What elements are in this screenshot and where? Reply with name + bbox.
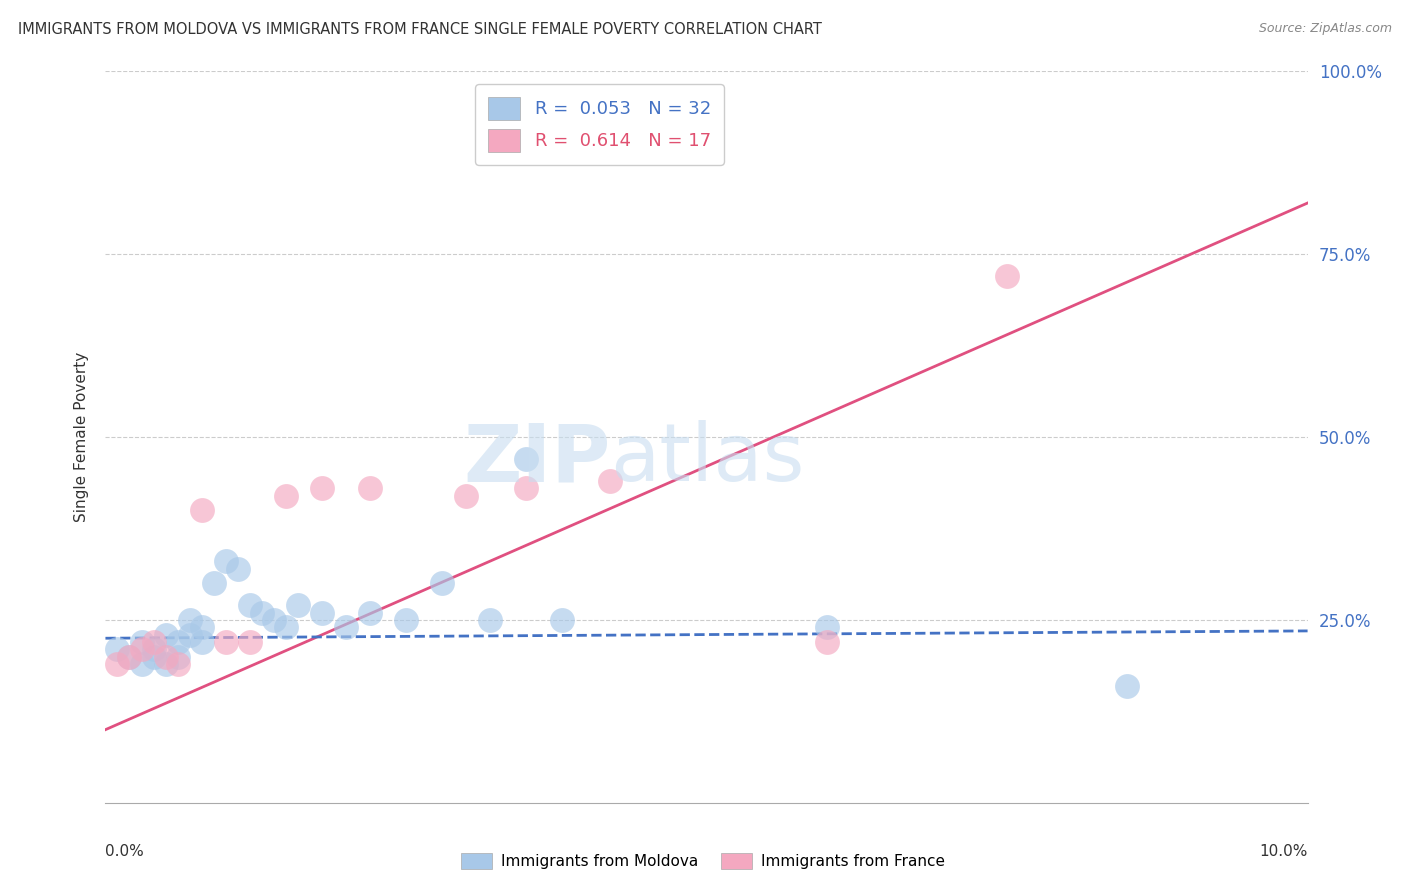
Point bbox=[166, 635, 188, 649]
Point bbox=[202, 576, 225, 591]
Point bbox=[190, 635, 212, 649]
Legend: R =  0.053   N = 32, R =  0.614   N = 17: R = 0.053 N = 32, R = 0.614 N = 17 bbox=[475, 84, 724, 165]
Text: ZIP: ZIP bbox=[463, 420, 610, 498]
Point bbox=[395, 613, 418, 627]
Legend: Immigrants from Moldova, Immigrants from France: Immigrants from Moldova, Immigrants from… bbox=[456, 847, 950, 875]
Point bbox=[430, 576, 453, 591]
Point bbox=[118, 649, 141, 664]
Point bbox=[226, 562, 249, 576]
Point bbox=[1116, 679, 1139, 693]
Point bbox=[166, 657, 188, 671]
Point bbox=[359, 606, 381, 620]
Point bbox=[599, 474, 621, 488]
Point bbox=[179, 627, 201, 641]
Point bbox=[515, 452, 537, 467]
Point bbox=[274, 489, 297, 503]
Point bbox=[155, 627, 177, 641]
Point bbox=[190, 620, 212, 634]
Point bbox=[359, 481, 381, 495]
Point bbox=[515, 481, 537, 495]
Point bbox=[107, 657, 129, 671]
Point bbox=[131, 657, 153, 671]
Text: atlas: atlas bbox=[610, 420, 804, 498]
Point bbox=[239, 599, 262, 613]
Point bbox=[155, 649, 177, 664]
Point bbox=[815, 620, 838, 634]
Point bbox=[250, 606, 273, 620]
Point bbox=[142, 642, 165, 657]
Point bbox=[166, 649, 188, 664]
Point bbox=[118, 649, 141, 664]
Point bbox=[142, 635, 165, 649]
Point bbox=[214, 554, 236, 568]
Point bbox=[179, 613, 201, 627]
Point bbox=[311, 481, 333, 495]
Point bbox=[239, 635, 262, 649]
Text: 0.0%: 0.0% bbox=[105, 845, 145, 859]
Point bbox=[263, 613, 285, 627]
Point bbox=[107, 642, 129, 657]
Text: IMMIGRANTS FROM MOLDOVA VS IMMIGRANTS FROM FRANCE SINGLE FEMALE POVERTY CORRELAT: IMMIGRANTS FROM MOLDOVA VS IMMIGRANTS FR… bbox=[18, 22, 823, 37]
Text: 10.0%: 10.0% bbox=[1260, 845, 1308, 859]
Point bbox=[551, 613, 574, 627]
Point bbox=[995, 269, 1018, 284]
Point bbox=[274, 620, 297, 634]
Y-axis label: Single Female Poverty: Single Female Poverty bbox=[75, 352, 90, 522]
Point bbox=[214, 635, 236, 649]
Point bbox=[142, 649, 165, 664]
Point bbox=[454, 489, 477, 503]
Point bbox=[131, 642, 153, 657]
Point bbox=[155, 657, 177, 671]
Point bbox=[287, 599, 309, 613]
Point bbox=[335, 620, 357, 634]
Point bbox=[311, 606, 333, 620]
Point bbox=[815, 635, 838, 649]
Point bbox=[190, 503, 212, 517]
Point bbox=[479, 613, 502, 627]
Text: Source: ZipAtlas.com: Source: ZipAtlas.com bbox=[1258, 22, 1392, 36]
Point bbox=[131, 635, 153, 649]
